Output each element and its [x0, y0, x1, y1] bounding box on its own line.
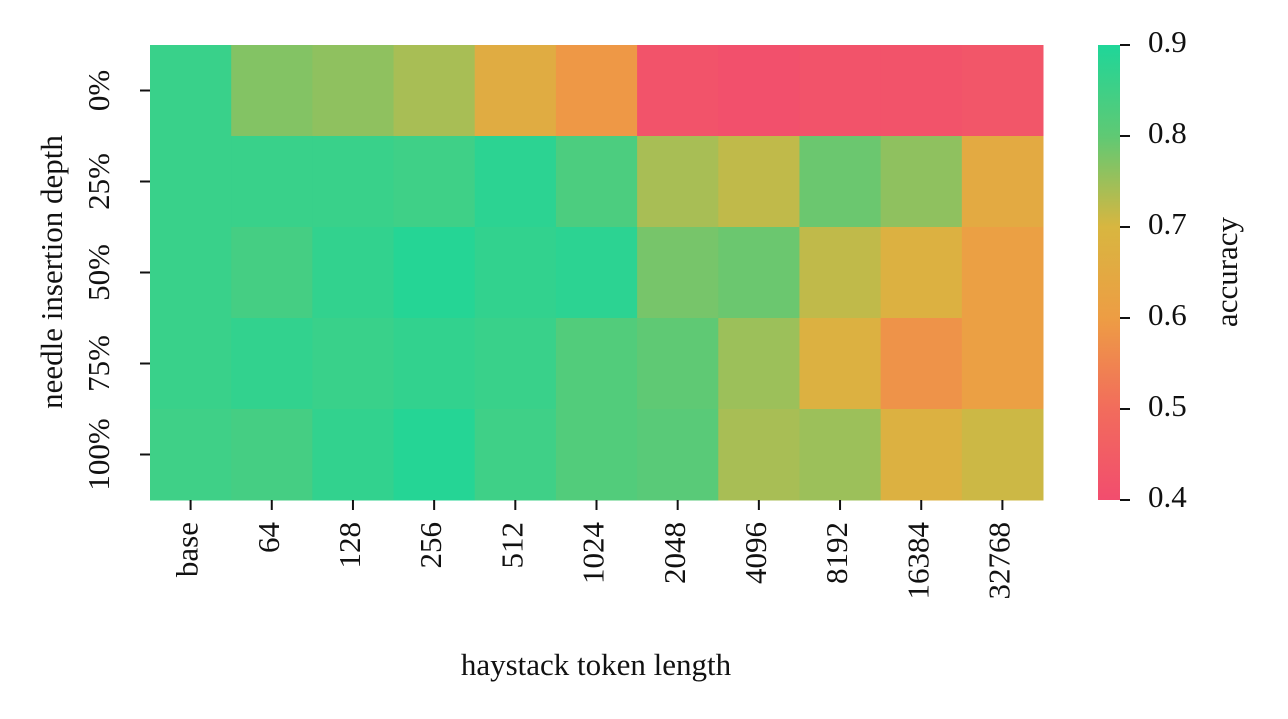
- heatmap-cell: [474, 45, 557, 137]
- x-tick-label: 1024: [576, 522, 611, 585]
- heatmap-cell: [231, 45, 313, 137]
- x-axis-title: haystack token length: [461, 647, 732, 682]
- heatmap-cell: [880, 45, 963, 137]
- heatmap-cell: [880, 318, 963, 410]
- heatmap-cell: [555, 227, 638, 319]
- colorbar-title: accuracy: [1209, 216, 1244, 327]
- heatmap-cell: [637, 409, 719, 501]
- heatmap-cell: [231, 227, 313, 319]
- heatmap-cell: [312, 227, 395, 319]
- colorbar-tick-label: 0.7: [1148, 206, 1187, 241]
- heatmap-cell: [474, 318, 557, 410]
- y-tick-label: 75%: [81, 335, 116, 392]
- colorbar-tick-label: 0.5: [1148, 388, 1187, 423]
- heatmap-cell: [393, 136, 476, 228]
- heatmap-cell: [637, 45, 719, 137]
- heatmap-cell: [150, 45, 232, 137]
- y-axis-title: needle insertion depth: [34, 135, 69, 409]
- heatmap-cell: [637, 227, 719, 319]
- heatmap-cell: [393, 409, 476, 501]
- heatmap-cell: [799, 45, 882, 137]
- y-tick-label: 0%: [81, 70, 116, 111]
- heatmap-cell: [555, 318, 638, 410]
- heatmap-cell: [555, 45, 638, 137]
- heatmap-cell: [718, 318, 800, 410]
- colorbar-tick-label: 0.8: [1148, 115, 1187, 150]
- heatmap-cell: [231, 136, 313, 228]
- x-tick-label: 64: [251, 522, 286, 554]
- y-tick-label: 50%: [81, 244, 116, 301]
- heatmap-cell: [961, 45, 1044, 137]
- heatmap-cell: [393, 45, 476, 137]
- heatmap-cell: [393, 318, 476, 410]
- heatmap-cell: [150, 227, 232, 319]
- y-tick-label: 100%: [81, 418, 116, 490]
- x-tick-label: 4096: [738, 522, 773, 584]
- heatmap-cell: [231, 409, 313, 501]
- x-tick-label: 512: [494, 522, 529, 569]
- colorbar-tick-label: 0.6: [1148, 297, 1187, 332]
- heatmap-cell: [474, 409, 557, 501]
- x-tick-label: 8192: [819, 522, 854, 584]
- heatmap-cell: [474, 136, 557, 228]
- heatmap-cell: [961, 409, 1044, 501]
- heatmap-cell: [880, 136, 963, 228]
- colorbar: [1098, 45, 1120, 500]
- heatmap-cell: [150, 136, 232, 228]
- heatmap-cell: [799, 318, 882, 410]
- heatmap-cell: [637, 136, 719, 228]
- heatmap-cell: [718, 45, 800, 137]
- heatmap-cell: [637, 318, 719, 410]
- heatmap-cell: [880, 409, 963, 501]
- heatmap-cell: [150, 318, 232, 410]
- x-tick-label: 256: [413, 522, 448, 569]
- heatmap-cell: [555, 409, 638, 501]
- colorbar-tick-label: 0.4: [1148, 479, 1187, 514]
- heatmap-cell: [393, 227, 476, 319]
- x-tick-label: 32768: [982, 522, 1017, 600]
- heatmap-cell: [718, 136, 800, 228]
- x-tick-label: 2048: [657, 522, 692, 584]
- heatmap-cell: [961, 318, 1044, 410]
- colorbar-tick-label: 0.9: [1148, 24, 1187, 59]
- heatmap-cell: [799, 409, 882, 501]
- x-tick-label: 16384: [900, 522, 935, 600]
- heatmap-cell: [312, 136, 395, 228]
- heatmap-cell: [718, 409, 800, 501]
- heatmap-cell: [312, 318, 395, 410]
- heatmap-cell: [961, 136, 1044, 228]
- y-tick-label: 25%: [81, 153, 116, 210]
- heatmap-cell: [474, 227, 557, 319]
- heatmap-cell: [312, 409, 395, 501]
- x-tick-label: 128: [332, 522, 367, 569]
- heatmap-cell: [150, 409, 232, 501]
- heatmap-cell: [555, 136, 638, 228]
- x-tick-label: base: [170, 522, 205, 577]
- heatmap-cell: [799, 227, 882, 319]
- heatmap-cell: [880, 227, 963, 319]
- heatmap-cell: [718, 227, 800, 319]
- heatmap-cell: [312, 45, 395, 137]
- heatmap-cell: [231, 318, 313, 410]
- heatmap-cell: [961, 227, 1044, 319]
- heatmap-cell: [799, 136, 882, 228]
